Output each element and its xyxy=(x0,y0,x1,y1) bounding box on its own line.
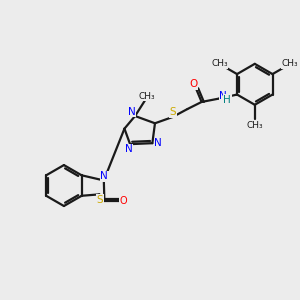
Text: O: O xyxy=(119,196,127,206)
Text: CH₃: CH₃ xyxy=(282,59,298,68)
Text: O: O xyxy=(189,79,197,89)
Text: S: S xyxy=(169,107,176,118)
Text: CH₃: CH₃ xyxy=(211,59,228,68)
Text: N: N xyxy=(100,171,108,182)
Text: N: N xyxy=(154,138,162,148)
Text: S: S xyxy=(97,195,104,205)
Text: N: N xyxy=(125,144,133,154)
Text: CH₃: CH₃ xyxy=(247,121,263,130)
Text: N: N xyxy=(219,91,227,101)
Text: N: N xyxy=(128,107,136,117)
Text: H: H xyxy=(223,95,231,105)
Text: CH₃: CH₃ xyxy=(138,92,155,100)
